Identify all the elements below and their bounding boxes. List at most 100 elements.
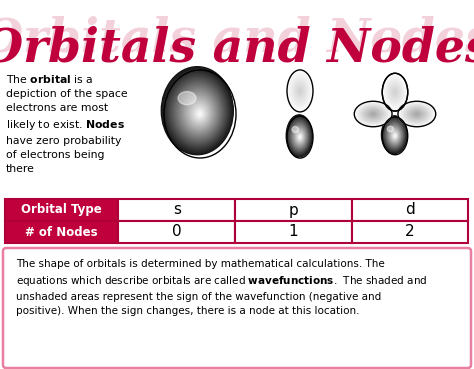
Ellipse shape — [372, 113, 374, 115]
Ellipse shape — [384, 76, 406, 108]
Ellipse shape — [164, 69, 231, 152]
Ellipse shape — [289, 73, 311, 109]
Ellipse shape — [382, 117, 406, 153]
Ellipse shape — [291, 123, 308, 150]
Ellipse shape — [398, 101, 436, 127]
Ellipse shape — [186, 96, 212, 129]
Ellipse shape — [291, 76, 309, 106]
Ellipse shape — [294, 127, 305, 146]
Ellipse shape — [364, 108, 383, 120]
Ellipse shape — [387, 80, 403, 104]
Ellipse shape — [293, 80, 307, 101]
Ellipse shape — [292, 124, 307, 149]
Text: Orbitals and Nodes: Orbitals and Nodes — [0, 25, 474, 71]
Ellipse shape — [287, 116, 312, 156]
Ellipse shape — [359, 105, 387, 123]
FancyBboxPatch shape — [5, 221, 118, 243]
Ellipse shape — [358, 104, 389, 124]
Ellipse shape — [415, 113, 419, 115]
Ellipse shape — [392, 89, 398, 96]
Ellipse shape — [184, 95, 213, 130]
Ellipse shape — [294, 82, 306, 100]
Ellipse shape — [412, 111, 422, 117]
Ellipse shape — [411, 110, 423, 118]
Ellipse shape — [410, 109, 424, 119]
Ellipse shape — [166, 72, 229, 150]
Ellipse shape — [385, 78, 405, 106]
Ellipse shape — [388, 125, 401, 145]
Ellipse shape — [391, 86, 400, 99]
Ellipse shape — [387, 81, 402, 103]
Ellipse shape — [164, 71, 230, 151]
Ellipse shape — [385, 76, 405, 108]
Ellipse shape — [388, 81, 402, 103]
Ellipse shape — [368, 111, 378, 117]
Ellipse shape — [387, 126, 393, 132]
FancyBboxPatch shape — [118, 221, 235, 243]
Ellipse shape — [298, 134, 302, 140]
Ellipse shape — [365, 108, 382, 120]
Ellipse shape — [408, 108, 426, 120]
Ellipse shape — [362, 107, 384, 121]
Text: Orbitals and Nodes: Orbitals and Nodes — [0, 15, 474, 61]
Ellipse shape — [170, 77, 226, 145]
Ellipse shape — [407, 107, 427, 121]
Ellipse shape — [394, 134, 396, 138]
Ellipse shape — [288, 118, 310, 154]
Ellipse shape — [187, 98, 211, 128]
Ellipse shape — [161, 67, 233, 155]
Ellipse shape — [297, 86, 303, 96]
Ellipse shape — [287, 70, 313, 112]
Ellipse shape — [388, 82, 402, 103]
Ellipse shape — [296, 130, 304, 144]
Ellipse shape — [297, 132, 303, 142]
Ellipse shape — [391, 86, 399, 98]
Text: # of Nodes: # of Nodes — [26, 225, 98, 238]
Ellipse shape — [386, 122, 403, 148]
Ellipse shape — [382, 116, 407, 154]
Ellipse shape — [196, 108, 204, 119]
Ellipse shape — [384, 120, 405, 151]
Ellipse shape — [394, 90, 396, 94]
Ellipse shape — [292, 125, 307, 148]
Text: 0: 0 — [172, 224, 182, 239]
Ellipse shape — [295, 129, 304, 144]
Ellipse shape — [289, 119, 310, 153]
FancyBboxPatch shape — [118, 199, 235, 221]
Ellipse shape — [286, 115, 312, 157]
Ellipse shape — [400, 103, 434, 125]
Text: 1: 1 — [289, 224, 298, 239]
Ellipse shape — [392, 130, 398, 141]
Ellipse shape — [369, 111, 377, 117]
Ellipse shape — [199, 113, 201, 115]
Ellipse shape — [383, 118, 406, 152]
Ellipse shape — [192, 104, 207, 122]
Ellipse shape — [386, 123, 402, 147]
Text: p: p — [289, 203, 298, 217]
Ellipse shape — [179, 88, 218, 136]
Ellipse shape — [294, 128, 305, 145]
Ellipse shape — [298, 134, 301, 139]
Ellipse shape — [366, 109, 380, 119]
Ellipse shape — [392, 132, 397, 139]
Ellipse shape — [300, 136, 301, 138]
Ellipse shape — [288, 72, 312, 110]
Ellipse shape — [171, 79, 225, 144]
Ellipse shape — [357, 103, 390, 125]
Text: s: s — [173, 203, 181, 217]
Ellipse shape — [296, 85, 304, 97]
Ellipse shape — [193, 106, 206, 121]
Ellipse shape — [290, 75, 310, 107]
FancyBboxPatch shape — [5, 199, 118, 221]
Ellipse shape — [389, 83, 401, 101]
Ellipse shape — [191, 103, 208, 123]
Ellipse shape — [387, 79, 403, 105]
Ellipse shape — [288, 117, 311, 155]
Ellipse shape — [413, 112, 420, 116]
Ellipse shape — [198, 111, 202, 116]
Ellipse shape — [409, 109, 425, 119]
Ellipse shape — [392, 131, 398, 140]
Ellipse shape — [182, 92, 215, 132]
Ellipse shape — [383, 74, 407, 110]
Ellipse shape — [392, 87, 398, 97]
